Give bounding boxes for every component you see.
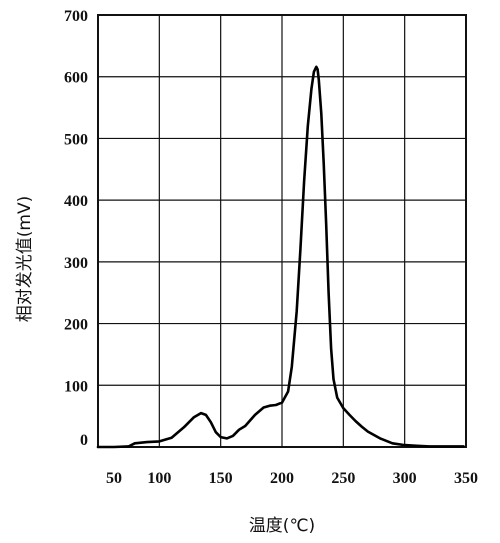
x-axis-ticks: 50 100 150 200 250 300 350 bbox=[106, 470, 478, 487]
plot-frame bbox=[97, 14, 467, 448]
luminescence-curve-series bbox=[96, 65, 465, 449]
grid-lines bbox=[98, 15, 466, 447]
y-tick-label: 300 bbox=[64, 255, 88, 272]
y-tick-label: 600 bbox=[64, 70, 88, 87]
y-tick-label: 200 bbox=[64, 317, 88, 334]
x-tick-label: 250 bbox=[331, 470, 355, 487]
x-tick-label: 300 bbox=[393, 470, 417, 487]
y-tick-label: 500 bbox=[64, 131, 88, 148]
x-axis-title: 温度(℃) bbox=[249, 516, 315, 536]
x-tick-label: 200 bbox=[270, 470, 294, 487]
x-tick-label: 150 bbox=[209, 470, 233, 487]
x-tick-label: 350 bbox=[454, 470, 478, 487]
y-tick-label: 0 bbox=[80, 432, 88, 449]
y-tick-label: 100 bbox=[64, 378, 88, 395]
y-axis-title: 相对发光值(mV) bbox=[15, 196, 35, 322]
y-tick-label: 700 bbox=[64, 8, 88, 25]
x-tick-label: 50 bbox=[106, 470, 122, 487]
x-tick-label: 100 bbox=[147, 470, 171, 487]
y-tick-label: 400 bbox=[64, 193, 88, 210]
y-axis-ticks: 0 100 200 300 400 500 600 700 bbox=[64, 8, 88, 449]
